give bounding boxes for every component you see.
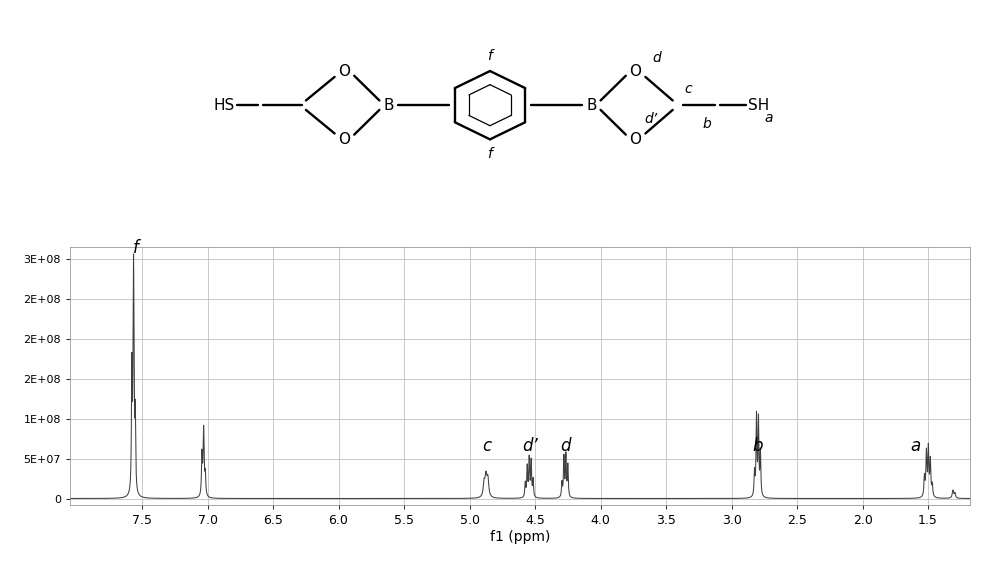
Text: a: a: [910, 436, 920, 454]
Text: B: B: [586, 98, 597, 113]
Text: c: c: [684, 82, 692, 96]
Text: O: O: [630, 132, 642, 147]
Text: O: O: [338, 63, 350, 79]
Text: b: b: [753, 436, 763, 454]
Text: d: d: [561, 436, 571, 454]
Text: d: d: [652, 51, 661, 65]
Text: f: f: [488, 147, 492, 161]
Text: d’: d’: [523, 436, 538, 454]
Text: c: c: [482, 436, 491, 454]
Text: f: f: [488, 49, 492, 63]
Text: b: b: [703, 117, 711, 131]
Text: B: B: [383, 98, 394, 113]
Text: O: O: [338, 132, 350, 147]
X-axis label: f1 (ppm): f1 (ppm): [490, 530, 550, 544]
Text: HS: HS: [213, 98, 234, 113]
Text: d’: d’: [644, 112, 658, 126]
Text: O: O: [630, 63, 642, 79]
Text: f: f: [133, 239, 138, 257]
Text: a: a: [764, 111, 773, 125]
Text: SH: SH: [748, 98, 769, 113]
